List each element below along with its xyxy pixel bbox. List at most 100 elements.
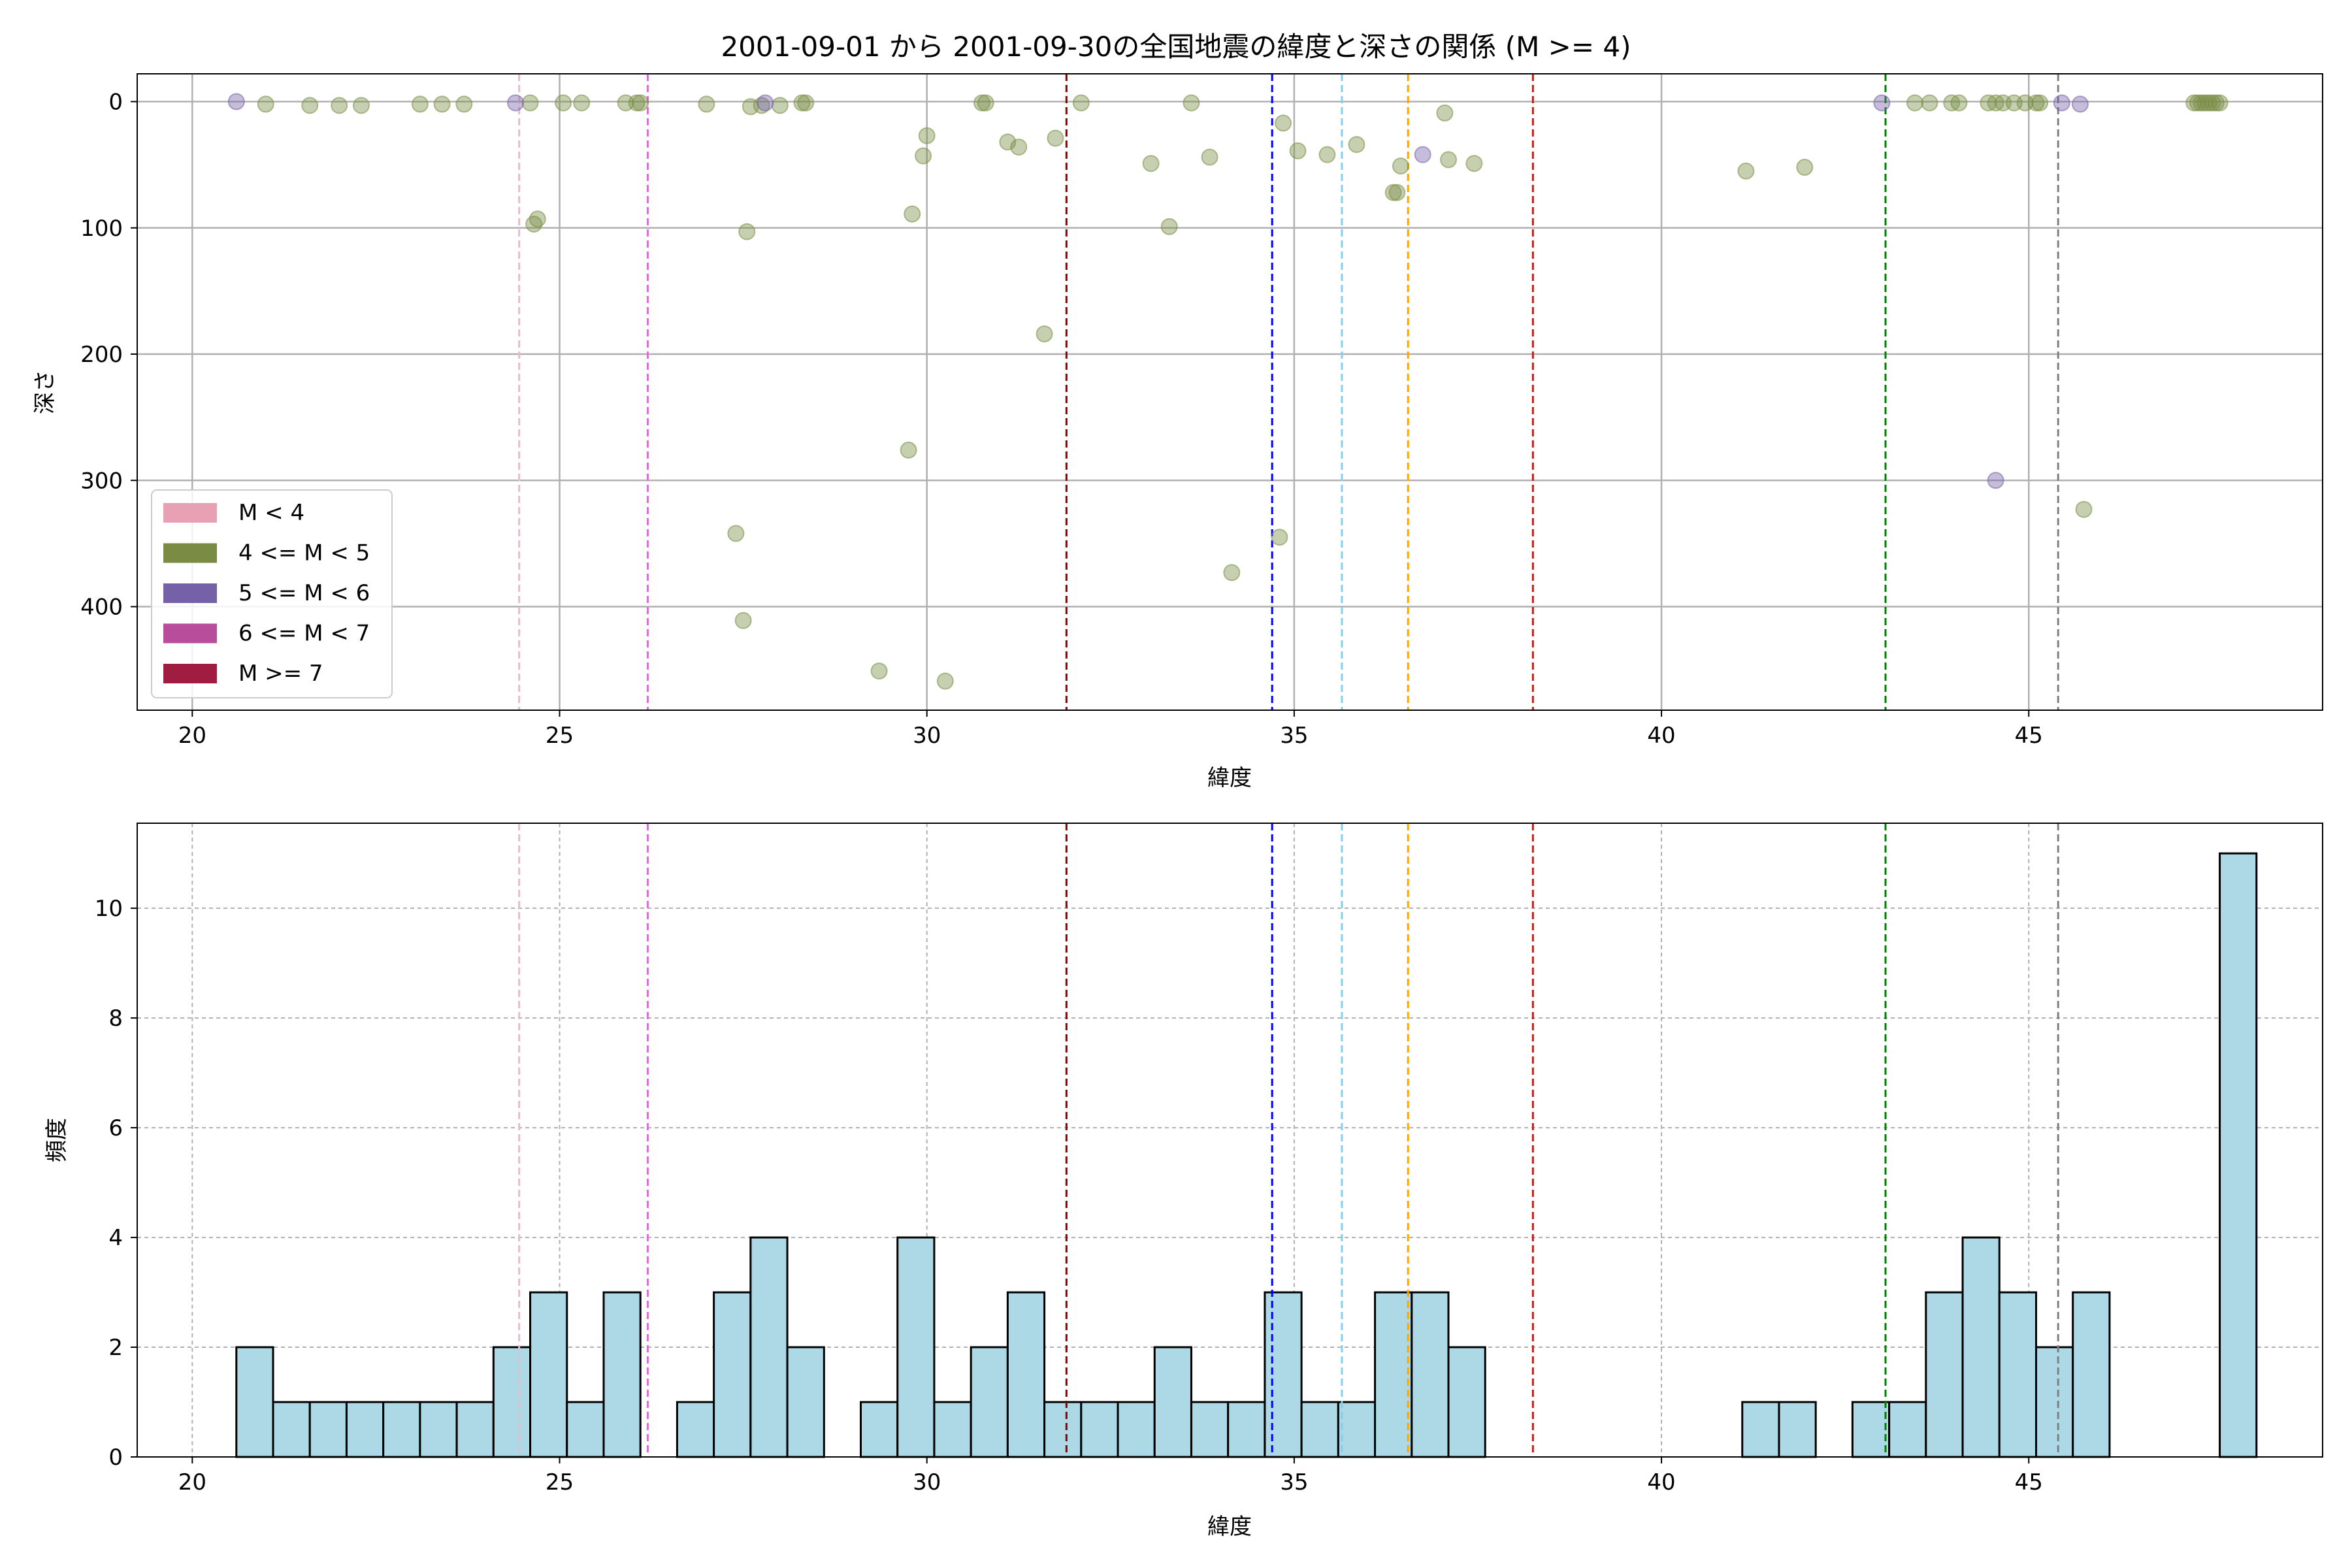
scatter-point-s1-3: [1873, 94, 1891, 112]
scatter-point-s0-52: [1465, 155, 1483, 172]
scatter-point-s0-34: [1036, 325, 1053, 343]
scatter-point-s0-11: [573, 94, 591, 112]
scatter-point-s0-2: [331, 97, 348, 114]
histogram-ytick-label-2: 2: [108, 1335, 123, 1361]
scatter-xtick-label-20: 20: [178, 723, 206, 749]
histogram-bar-1: [272, 1401, 311, 1458]
histogram-bar-4: [382, 1401, 421, 1458]
histogram-bar-22: [1043, 1401, 1083, 1458]
histogram-bar-14: [749, 1236, 789, 1458]
scatter-point-s0-64: [2027, 94, 2045, 112]
scatter-xtick-label-40: 40: [1647, 723, 1675, 749]
scatter-point-s0-13: [628, 94, 645, 112]
scatter-point-s0-35: [1047, 129, 1064, 147]
histogram-bar-0: [235, 1346, 274, 1458]
scatter-point-s0-18: [738, 223, 756, 240]
histogram-y-label: 頻度: [44, 1118, 70, 1162]
scatter-point-s0-9: [529, 210, 546, 228]
scatter-x-label: 緯度: [1207, 765, 1252, 791]
legend: M < 4 4 <= M < 5 5 <= M < 6 6 <= M < 7 M >= …: [151, 489, 393, 698]
histogram-ytick-label-6: 6: [108, 1115, 123, 1141]
scatter-point-s0-66: [2075, 500, 2093, 518]
legend-label-0: M < 4: [238, 500, 304, 526]
scatter-point-s0-17: [734, 612, 752, 629]
histogram-bar-20: [970, 1346, 1009, 1458]
histogram-bar-54: [2219, 852, 2258, 1458]
legend-swatch-1: [163, 543, 217, 563]
scatter-xtick-label-25: 25: [546, 723, 574, 749]
histogram-bar-28: [1264, 1291, 1303, 1458]
legend-box: [151, 489, 393, 698]
histogram-bar-6: [455, 1401, 495, 1458]
legend-label-4: M >= 7: [238, 661, 323, 687]
scatter-point-s0-29: [936, 672, 954, 690]
histogram-bars: [235, 852, 2258, 1458]
histogram-bar-45: [1888, 1401, 1927, 1458]
scatter-ytick-label-400: 400: [80, 595, 123, 621]
histogram-bar-9: [566, 1401, 605, 1458]
histogram-bar-46: [1925, 1291, 1964, 1458]
scatter-point-s0-48: [1388, 184, 1406, 201]
scatter-point-s0-27: [915, 147, 932, 165]
scatter-xtick-label-30: 30: [913, 723, 941, 749]
scatter-point-s0-41: [1223, 564, 1241, 581]
histogram-bar-15: [786, 1346, 825, 1458]
histogram-bar-23: [1080, 1401, 1119, 1458]
scatter-ytick-label-0: 0: [108, 90, 123, 116]
scatter-point-s0-5: [433, 95, 451, 113]
scatter-point-s1-6: [2071, 95, 2089, 113]
histogram-bar-7: [492, 1346, 532, 1458]
scatter-point-s0-10: [555, 94, 572, 112]
scatter-point-s0-51: [1440, 151, 1457, 169]
scatter-point-s0-26: [904, 205, 921, 223]
scatter-point-s0-31: [977, 94, 994, 112]
scatter-point-s0-43: [1275, 114, 1292, 132]
legend-label-2: 5 <= M < 6: [238, 580, 370, 606]
scatter-point-s0-36: [1072, 94, 1090, 112]
scatter-point-s0-47: [1384, 184, 1402, 201]
histogram-xtick-label-25: 25: [546, 1469, 574, 1495]
histogram-bar-18: [896, 1236, 936, 1458]
scatter-point-s0-7: [521, 94, 539, 112]
histogram-bar-29: [1300, 1401, 1339, 1458]
scatter-point-s0-65: [2031, 94, 2049, 112]
histogram-xtick-label-30: 30: [913, 1469, 941, 1495]
scatter-panel: 20 25 30 35 40 45 0 100 200 300 400 緯度 深さ M < 4 4 …: [32, 73, 2323, 791]
histogram-xtick-label-35: 35: [1280, 1469, 1308, 1495]
histogram-bar-13: [713, 1291, 752, 1458]
scatter-point-s0-56: [1921, 94, 1938, 112]
histogram-bar-25: [1153, 1346, 1192, 1458]
scatter-point-s0-54: [1796, 159, 1814, 176]
histogram-xtick-label-40: 40: [1647, 1469, 1675, 1495]
scatter-point-s1-7: [1414, 146, 1431, 163]
histogram-ytick-label-0: 0: [108, 1445, 123, 1471]
histogram-bar-49: [2034, 1346, 2074, 1458]
legend-swatch-0: [163, 503, 217, 523]
scatter-grid: [137, 74, 2323, 710]
histogram-bar-12: [676, 1401, 715, 1458]
legend-swatch-2: [163, 583, 217, 603]
histogram-xtick-label-45: 45: [2015, 1469, 2043, 1495]
scatter-point-s1-1: [507, 94, 525, 112]
histogram-x-ticks: 20 25 30 35 40 45: [178, 1457, 2043, 1495]
histogram-ytick-label-4: 4: [108, 1225, 123, 1251]
scatter-point-s0-40: [1201, 148, 1218, 166]
scatter-point-s0-49: [1392, 157, 1409, 175]
scatter-point-s0-15: [698, 95, 715, 113]
scatter-point-s1-2: [757, 94, 774, 112]
histogram-bar-27: [1227, 1401, 1266, 1458]
histogram-bar-10: [602, 1291, 642, 1458]
scatter-vlines: [518, 74, 2059, 710]
scatter-point-s0-21: [771, 97, 789, 114]
scatter-point-s0-14: [632, 94, 649, 112]
scatter-point-s0-73: [2207, 94, 2225, 112]
histogram-ytick-label-8: 8: [108, 1005, 123, 1032]
scatter-y-label: 深さ: [32, 370, 58, 414]
scatter-point-s0-28: [918, 127, 936, 144]
scatter-xtick-label-35: 35: [1280, 723, 1308, 749]
histogram-bar-33: [1447, 1346, 1486, 1458]
scatter-point-s0-32: [999, 133, 1017, 151]
histogram-bar-3: [345, 1401, 385, 1458]
scatter-point-s0-44: [1289, 142, 1307, 159]
